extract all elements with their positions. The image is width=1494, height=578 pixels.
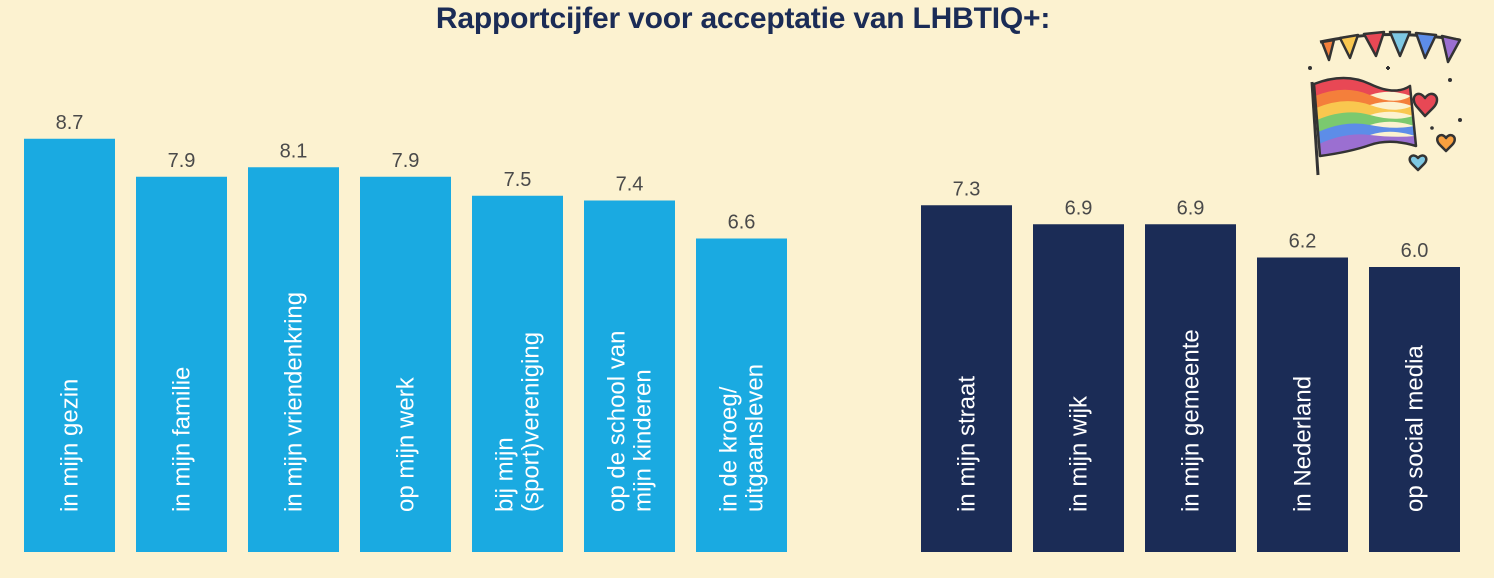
category-label-in-mijn-gemeente: in mijn gemeente: [1178, 329, 1205, 512]
value-label-op-mijn-werk: 7.9: [392, 150, 420, 172]
category-label-in-mijn-vriendenkring: in mijn vriendenkring: [281, 292, 308, 512]
category-label-in-de-kroeg-uitgaansleven-line-2: uitgaansleven: [742, 364, 769, 512]
category-label-in-nederland: in Nederland: [1290, 376, 1317, 512]
category-label-op-mijn-werk: op mijn werk: [393, 376, 420, 512]
bar-in-mijn-gemeente: [1145, 224, 1236, 552]
bar-in-mijn-straat: [921, 205, 1012, 552]
category-label-in-mijn-gezin: in mijn gezin: [57, 379, 84, 512]
value-label-in-mijn-gezin: 8.7: [56, 112, 84, 134]
value-label-in-mijn-familie: 7.9: [168, 150, 196, 172]
category-label-in-de-kroeg-uitgaansleven-line-1: in de kroeg/: [716, 386, 743, 512]
bars-layer: 8.7 in mijn gezin 7.9 in mijn familie 8.1 in …: [24, 112, 1460, 552]
bar-in-mijn-vriendenkring: [248, 167, 339, 552]
value-label-in-mijn-straat: 7.3: [953, 178, 981, 200]
bar-op-social-media: [1369, 267, 1460, 552]
category-label-op-social-media: op social media: [1402, 345, 1429, 512]
bar-op-de-school-van-mijn-kinderen: [584, 200, 675, 552]
value-label-in-mijn-wijk: 6.9: [1065, 197, 1093, 219]
bar-in-mijn-familie: [136, 176, 227, 552]
category-label-bij-mijn-sport-vereniging-line-2: (sport)vereniging: [518, 332, 545, 512]
value-label-bij-mijn-sport-vereniging: 7.5: [504, 169, 532, 191]
category-label-op-de-school-van-mijn-kinderen-line-1: op de school van: [604, 331, 631, 512]
chart-title: Rapportcijfer voor acceptatie van LHBTIQ…: [435, 2, 1051, 35]
value-label-in-mijn-gemeente: 6.9: [1177, 197, 1205, 219]
pride-flag-bunting-hearts-icon: [1308, 30, 1462, 176]
value-label-in-de-kroeg-uitgaansleven: 6.6: [728, 212, 756, 234]
bar-in-mijn-gezin: [24, 138, 115, 552]
category-label-op-de-school-van-mijn-kinderen-line-2: mijn kinderen: [630, 369, 657, 512]
category-label-in-mijn-straat: in mijn straat: [954, 376, 981, 512]
value-label-in-nederland: 6.2: [1289, 231, 1317, 253]
value-label-op-social-media: 6.0: [1401, 240, 1429, 262]
bar-in-de-kroeg-uitgaansleven: [696, 238, 787, 552]
bar-in-mijn-wijk: [1033, 224, 1124, 552]
category-label-in-mijn-familie: in mijn familie: [169, 367, 196, 512]
bar-op-mijn-werk: [360, 176, 451, 552]
value-label-in-mijn-vriendenkring: 8.1: [280, 140, 308, 162]
bar-bij-mijn-sport-vereniging: [472, 195, 563, 552]
category-label-bij-mijn-sport-vereniging-line-1: bij mijn: [492, 437, 519, 512]
category-label-in-mijn-wijk: in mijn wijk: [1066, 395, 1093, 512]
value-label-op-de-school-van-mijn-kinderen: 7.4: [616, 174, 644, 196]
bar-in-nederland: [1257, 257, 1348, 552]
